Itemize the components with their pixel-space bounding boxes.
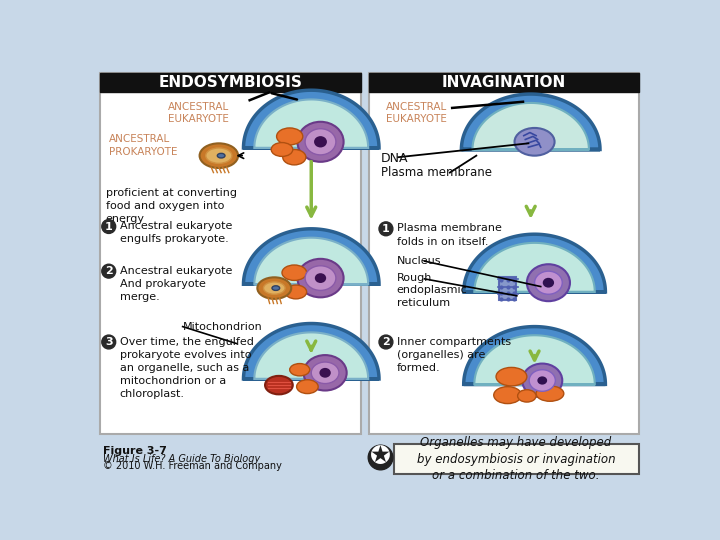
Text: ANCESTRAL
PROKARYOTE: ANCESTRAL PROKARYOTE bbox=[109, 134, 177, 157]
Ellipse shape bbox=[271, 143, 293, 157]
Text: What Is Life? A Guide To Biology: What Is Life? A Guide To Biology bbox=[102, 454, 260, 464]
Circle shape bbox=[102, 335, 116, 349]
FancyBboxPatch shape bbox=[99, 72, 361, 92]
Ellipse shape bbox=[289, 363, 310, 376]
Ellipse shape bbox=[518, 390, 536, 402]
Ellipse shape bbox=[297, 380, 318, 394]
Polygon shape bbox=[243, 323, 379, 379]
Ellipse shape bbox=[199, 143, 238, 168]
FancyBboxPatch shape bbox=[369, 72, 639, 92]
Ellipse shape bbox=[544, 279, 553, 287]
Circle shape bbox=[102, 220, 116, 233]
Text: 1: 1 bbox=[105, 221, 112, 232]
Text: Rough
endoplasmic
reticulum: Rough endoplasmic reticulum bbox=[397, 273, 467, 307]
Ellipse shape bbox=[282, 265, 307, 280]
Polygon shape bbox=[464, 327, 606, 384]
Text: ANCESTRAL
EUKARYOTE: ANCESTRAL EUKARYOTE bbox=[168, 102, 229, 124]
Ellipse shape bbox=[217, 153, 225, 158]
Text: 2: 2 bbox=[382, 337, 390, 347]
Polygon shape bbox=[472, 103, 589, 150]
Text: Mitochondrion: Mitochondrion bbox=[183, 322, 262, 332]
Ellipse shape bbox=[527, 264, 570, 301]
Ellipse shape bbox=[265, 376, 293, 394]
Ellipse shape bbox=[315, 137, 326, 146]
Ellipse shape bbox=[283, 150, 306, 165]
Text: Ancestral eukaryote
engulfs prokaryote.: Ancestral eukaryote engulfs prokaryote. bbox=[120, 221, 232, 244]
Ellipse shape bbox=[285, 285, 307, 299]
Text: INVAGINATION: INVAGINATION bbox=[441, 75, 566, 90]
FancyBboxPatch shape bbox=[99, 72, 361, 434]
Ellipse shape bbox=[305, 129, 336, 155]
Text: 1: 1 bbox=[382, 224, 390, 234]
Polygon shape bbox=[254, 333, 368, 379]
Text: Ancestral eukaryote
And prokaryote
merge.: Ancestral eukaryote And prokaryote merge… bbox=[120, 266, 232, 302]
Text: Inner compartments
(organelles) are
formed.: Inner compartments (organelles) are form… bbox=[397, 336, 511, 373]
Text: 2: 2 bbox=[105, 266, 112, 276]
Ellipse shape bbox=[496, 367, 527, 386]
Text: ENDOSYMBIOSIS: ENDOSYMBIOSIS bbox=[158, 75, 302, 90]
Ellipse shape bbox=[304, 355, 346, 390]
Text: proficient at converting
food and oxygen into
energy: proficient at converting food and oxygen… bbox=[106, 188, 237, 225]
Polygon shape bbox=[464, 234, 606, 292]
Polygon shape bbox=[243, 229, 379, 284]
Circle shape bbox=[379, 335, 393, 349]
Text: DNA: DNA bbox=[381, 152, 408, 165]
Ellipse shape bbox=[272, 286, 279, 291]
Circle shape bbox=[368, 445, 393, 470]
Text: Plasma membrane
folds in on itself.: Plasma membrane folds in on itself. bbox=[397, 224, 502, 247]
Ellipse shape bbox=[539, 377, 546, 383]
Text: 3: 3 bbox=[105, 337, 112, 347]
FancyBboxPatch shape bbox=[394, 444, 639, 474]
Polygon shape bbox=[243, 90, 379, 148]
Text: ✪: ✪ bbox=[370, 446, 391, 469]
FancyBboxPatch shape bbox=[499, 278, 516, 300]
Ellipse shape bbox=[305, 266, 336, 291]
Text: Over time, the engulfed
prokaryote evolves into
an organelle, such as a
mitochon: Over time, the engulfed prokaryote evolv… bbox=[120, 336, 253, 400]
Ellipse shape bbox=[515, 128, 554, 156]
Ellipse shape bbox=[257, 278, 291, 299]
Ellipse shape bbox=[311, 362, 339, 383]
Ellipse shape bbox=[206, 148, 232, 164]
Ellipse shape bbox=[264, 282, 285, 294]
FancyBboxPatch shape bbox=[369, 72, 639, 434]
Ellipse shape bbox=[534, 271, 562, 294]
Text: Figure 3-7: Figure 3-7 bbox=[102, 446, 166, 456]
Polygon shape bbox=[254, 99, 368, 148]
Text: Plasma membrane: Plasma membrane bbox=[381, 166, 492, 179]
Circle shape bbox=[102, 264, 116, 278]
Ellipse shape bbox=[529, 370, 555, 392]
Polygon shape bbox=[474, 335, 595, 384]
Text: ANCESTRAL
EUKARYOTE: ANCESTRAL EUKARYOTE bbox=[386, 102, 447, 124]
Ellipse shape bbox=[316, 274, 325, 282]
Ellipse shape bbox=[522, 363, 562, 397]
Circle shape bbox=[379, 222, 393, 236]
Polygon shape bbox=[254, 238, 368, 284]
Polygon shape bbox=[474, 243, 595, 292]
Ellipse shape bbox=[320, 369, 330, 377]
Ellipse shape bbox=[276, 128, 303, 145]
Text: © 2010 W.H. Freeman and Company: © 2010 W.H. Freeman and Company bbox=[102, 461, 282, 470]
Text: Organelles may have developed
by endosymbiosis or invagination
or a combination : Organelles may have developed by endosym… bbox=[417, 436, 616, 482]
Ellipse shape bbox=[536, 386, 564, 401]
Ellipse shape bbox=[494, 387, 521, 403]
Ellipse shape bbox=[297, 122, 343, 162]
Polygon shape bbox=[462, 94, 600, 150]
Text: Nucleus: Nucleus bbox=[397, 256, 441, 266]
Ellipse shape bbox=[297, 259, 343, 298]
